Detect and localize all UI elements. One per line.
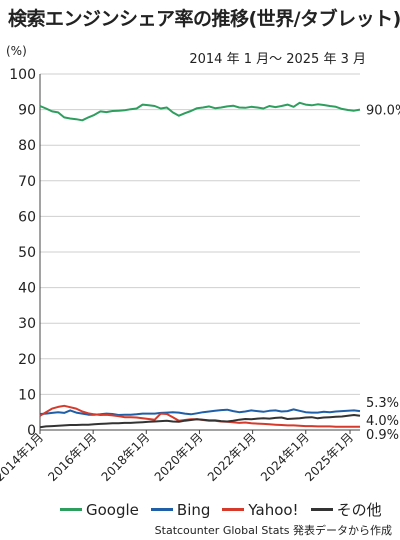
x-tick-label-3: 2020年1月	[152, 430, 206, 484]
end-label-2: 0.9%	[366, 428, 399, 443]
x-tick-label-1: 2016年1月	[45, 430, 99, 484]
x-tick-label-6: 2025年1月	[302, 430, 356, 484]
period-label: 2014 年 1 月〜 2025 年 3 月	[189, 52, 366, 67]
legend-swatch-other	[310, 508, 333, 511]
y-tick-label-60: 60	[18, 209, 36, 225]
legend-item-google: Google	[60, 501, 139, 519]
legend: Google Bing Yahoo! その他	[60, 499, 382, 520]
y-tick-label-50: 50	[18, 245, 36, 261]
x-tick-label-2: 2018年1月	[99, 430, 153, 484]
end-label-3: 4.0%	[366, 414, 399, 429]
y-tick-label-100: 100	[9, 67, 36, 83]
legend-item-yahoo: Yahoo!	[222, 500, 299, 519]
y-tick-label-10: 10	[18, 387, 36, 403]
y-tick-label-0: 0	[27, 423, 36, 439]
chart-title: 検索エンジンシェア率の推移(世界/タブレット)	[8, 8, 400, 30]
x-tick-label-4: 2022年1月	[205, 430, 259, 484]
legend-item-other: その他	[310, 499, 382, 520]
end-label-1: 5.3%	[366, 396, 399, 411]
series-line-0	[39, 101, 361, 122]
legend-label-other: その他	[336, 501, 382, 519]
y-tick-label-70: 70	[18, 174, 36, 190]
series-line-3	[39, 414, 361, 429]
legend-item-bing: Bing	[150, 500, 211, 519]
y-tick-label-40: 40	[18, 281, 36, 297]
y-tick-label-30: 30	[18, 316, 36, 332]
legend-label-bing: Bing	[176, 500, 211, 519]
end-label-0: 90.0%	[366, 104, 400, 119]
x-tick-label-0: 2014年1月	[0, 430, 46, 484]
y-tick-label-80: 80	[18, 138, 36, 154]
legend-swatch-google	[60, 508, 82, 511]
legend-label-yahoo: Yahoo!	[248, 500, 299, 519]
y-tick-label-20: 20	[18, 352, 36, 368]
y-unit-label: (%)	[6, 44, 27, 58]
legend-swatch-yahoo	[222, 508, 245, 511]
source-note: Statcounter Global Stats 発表データから作成	[154, 524, 392, 537]
legend-label-google: Google	[86, 500, 139, 519]
legend-swatch-bing	[150, 508, 173, 511]
y-tick-label-90: 90	[18, 103, 36, 119]
